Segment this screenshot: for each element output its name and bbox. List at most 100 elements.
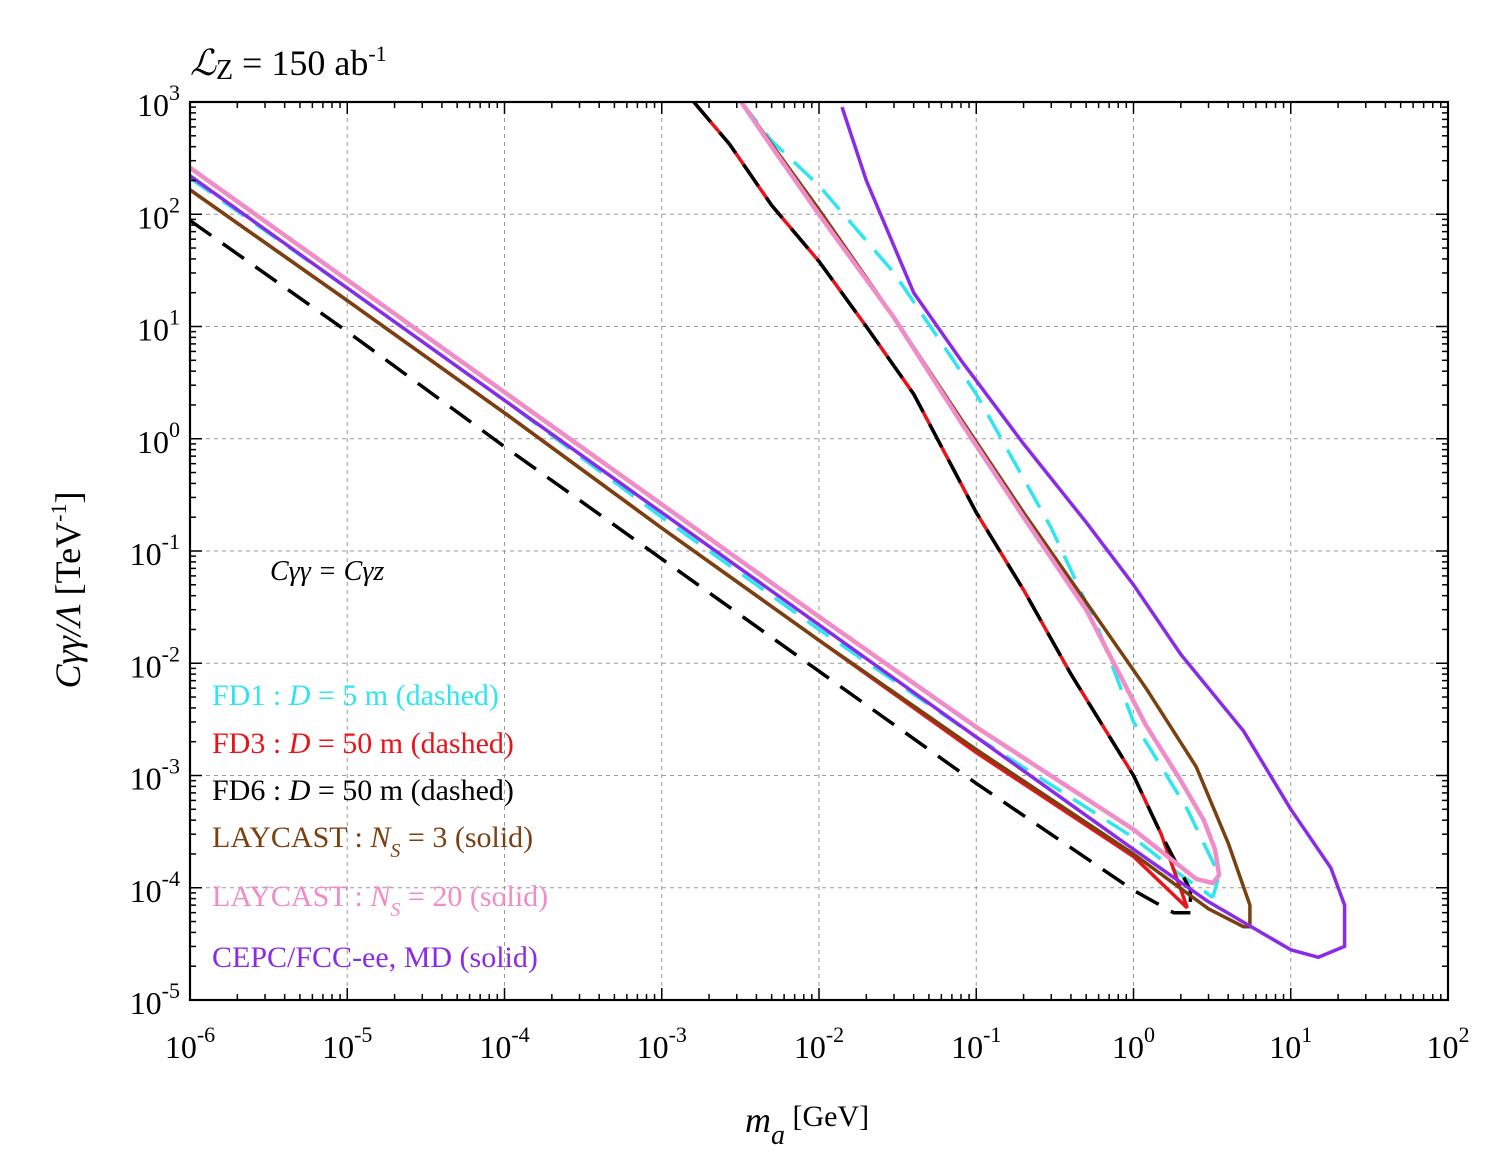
x-tick-label-base: 10 — [165, 1029, 197, 1065]
legend-entry-value: = 50 m (dashed) — [310, 727, 514, 760]
x-tick-label: 101 — [1269, 1022, 1312, 1065]
luminosity-label: ℒZ = 150 ab-1 — [190, 41, 387, 86]
x-tick-label: 102 — [1427, 1022, 1470, 1065]
y-tick-label: 10-1 — [130, 529, 180, 572]
series-line-laycast-ns-20 — [188, 100, 1222, 886]
y-tick-label-exponent: -5 — [162, 978, 180, 1003]
legend-entry-value: = 20 (solid) — [400, 880, 548, 913]
x-tick-label-base: 10 — [1427, 1029, 1459, 1065]
y-tick-label-base: 10 — [137, 312, 169, 348]
legend: FD1 : D = 5 m (dashed) FD3 : D = 50 m (da… — [212, 679, 548, 974]
x-tick-label-base: 10 — [322, 1029, 354, 1065]
x-tick-label: 10-4 — [479, 1022, 529, 1065]
x-tick-label-base: 10 — [479, 1029, 511, 1065]
legend-entry-label: FD1 : — [212, 679, 289, 712]
series-line-fd1-upper — [739, 100, 1221, 898]
y-tick-label: 102 — [137, 192, 180, 235]
x-tick-label-base: 10 — [794, 1029, 826, 1065]
x-axis-label: ma [GeV] — [745, 1100, 869, 1151]
y-tick-label: 101 — [137, 305, 180, 348]
y-tick-label-base: 10 — [130, 536, 162, 572]
legend-entry: LAYCAST : NS = 20 (solid) — [212, 880, 548, 921]
x-tick-label-exponent: -2 — [826, 1022, 844, 1047]
y-tick-label: 10-4 — [130, 866, 180, 909]
y-tick-label-exponent: 2 — [169, 192, 180, 217]
legend-entry-subscript: S — [390, 899, 400, 921]
y-tick-label-exponent: 0 — [169, 417, 180, 442]
x-axis-label-sub: a — [771, 1120, 785, 1151]
legend-entry: FD6 : D = 50 m (dashed) — [212, 774, 514, 807]
tick-marks — [189, 101, 1449, 1001]
x-tick-label-exponent: -3 — [669, 1022, 687, 1047]
y-tick-label-exponent: -1 — [162, 529, 180, 554]
legend-entry-symbol: D — [288, 679, 311, 712]
legend-entry-label: FD6 : — [212, 774, 289, 807]
x-tick-label: 10-5 — [322, 1022, 372, 1065]
y-axis-label-group: Cγγ/Λ [TeV-1] — [46, 492, 88, 689]
y-tick-label-exponent: -2 — [162, 641, 180, 666]
legend-entry: CEPC/FCC-ee, MD (solid) — [212, 941, 538, 974]
x-tick-label: 100 — [1112, 1022, 1155, 1065]
y-tick-label: 103 — [137, 80, 180, 123]
x-tick-label-exponent: -4 — [511, 1022, 529, 1047]
y-tick-label-exponent: 3 — [169, 80, 180, 105]
x-tick-label-exponent: 0 — [1144, 1022, 1155, 1047]
legend-entry-label: LAYCAST : — [212, 880, 370, 913]
series-line-fd3-upper — [692, 100, 1189, 909]
y-tick-label-base: 10 — [130, 761, 162, 797]
legend-entry-label: CEPC/FCC-ee, MD (solid) — [212, 941, 538, 974]
legend-entry-value: = 5 m (dashed) — [310, 679, 499, 712]
legend-entry-value: = 50 m (dashed) — [310, 774, 514, 807]
y-axis-label-unit: [TeV — [48, 522, 88, 604]
legend-entry: LAYCAST : NS = 3 (solid) — [212, 821, 533, 862]
legend-entry-symbol: N — [369, 880, 392, 913]
legend-entry: FD1 : D = 5 m (dashed) — [212, 679, 499, 712]
grid — [190, 102, 1448, 1000]
x-tick-label: 10-2 — [794, 1022, 844, 1065]
x-tick-label-base: 10 — [951, 1029, 983, 1065]
series-line-cepc-fcc-ee-md — [188, 106, 1347, 960]
luminosity-symbol: ℒ — [190, 43, 217, 83]
x-tick-label-exponent: -5 — [354, 1022, 372, 1047]
legend-entry-label: FD3 : — [212, 727, 289, 760]
x-tick-label-exponent: -1 — [983, 1022, 1001, 1047]
y-axis-label: Cγγ/Λ [TeV-1] — [46, 492, 88, 689]
x-tick-label-exponent: -6 — [197, 1022, 215, 1047]
luminosity-subscript: Z — [216, 55, 233, 86]
legend-entry-value: = 3 (solid) — [400, 821, 533, 854]
series-line-fd6-upper — [692, 100, 1193, 913]
x-tick-label-exponent: 1 — [1301, 1022, 1312, 1047]
legend-entry-subscript: S — [390, 840, 400, 862]
y-tick-label-base: 10 — [137, 87, 169, 123]
y-tick-label-base: 10 — [130, 648, 162, 684]
x-tick-label-base: 10 — [1112, 1029, 1144, 1065]
legend-entry-symbol: D — [288, 727, 311, 760]
x-tick-label: 10-3 — [637, 1022, 687, 1065]
y-tick-label-exponent: -4 — [162, 866, 180, 891]
x-axis-label-unit: [GeV] — [785, 1100, 869, 1133]
y-tick-label: 100 — [137, 417, 180, 460]
legend-entry-symbol: D — [288, 774, 311, 807]
annotation: Cγγ = Cγz — [270, 556, 384, 587]
x-axis-label-main: m — [745, 1100, 771, 1140]
legend-entry-symbol: N — [369, 821, 392, 854]
y-tick-label: 10-2 — [130, 641, 180, 684]
y-tick-label-base: 10 — [137, 424, 169, 460]
y-tick-label-exponent: -3 — [162, 754, 180, 779]
x-tick-label-base: 10 — [637, 1029, 669, 1065]
y-tick-label-exponent: 1 — [169, 305, 180, 330]
y-tick-label: 10-3 — [130, 754, 180, 797]
y-tick-label-base: 10 — [130, 985, 162, 1021]
legend-entry: FD3 : D = 50 m (dashed) — [212, 727, 514, 760]
x-tick-labels: 10-6 10-5 10-4 10-3 10-2 10-1 100 101 102 — [165, 1022, 1470, 1065]
y-tick-label-base: 10 — [137, 199, 169, 235]
y-tick-label-base: 10 — [130, 873, 162, 909]
series-line-fd6-lower — [188, 219, 1191, 915]
series-layer — [188, 100, 1347, 960]
legend-entry-label: LAYCAST : — [212, 821, 370, 854]
y-axis-label-exponent: -1 — [46, 504, 71, 522]
y-axis-label-close: ] — [48, 492, 88, 504]
x-tick-label-exponent: 2 — [1459, 1022, 1470, 1047]
y-tick-label: 10-5 — [130, 978, 180, 1021]
